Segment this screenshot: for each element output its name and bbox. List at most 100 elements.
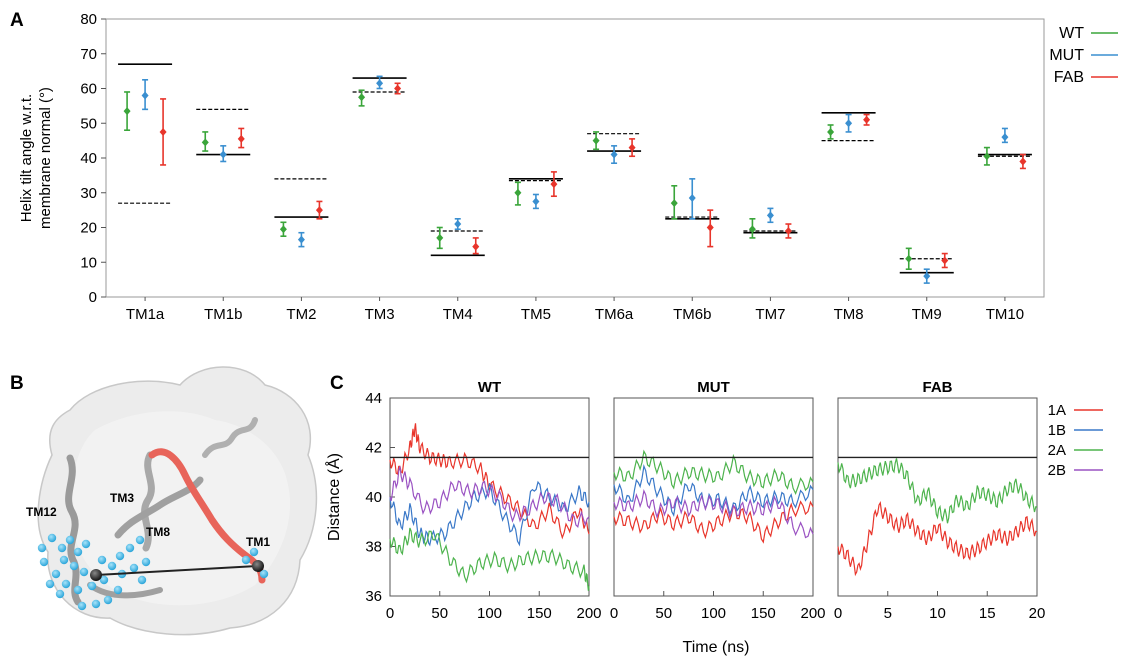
series-line: [389, 423, 590, 540]
data-point: [141, 91, 149, 100]
x-tick-label: 0: [834, 605, 842, 622]
y-tick-label: 36: [365, 588, 382, 605]
residue-bead: [61, 579, 71, 589]
series-line: [613, 500, 814, 544]
y-tick-label: 40: [365, 489, 382, 506]
x-tick-label: TM1a: [126, 306, 165, 323]
data-point: [1001, 133, 1009, 142]
x-tick-label: TM10: [986, 306, 1024, 323]
residue-bead: [135, 535, 145, 545]
x-tick-label: TM8: [834, 306, 864, 323]
panel-label-c: C: [330, 373, 344, 394]
data-point: [394, 84, 402, 93]
data-point: [315, 206, 323, 215]
panel-label-a: A: [10, 10, 24, 31]
y-tick-label: 38: [365, 539, 382, 556]
residue-bead: [129, 563, 139, 573]
x-tick-label: 5: [884, 605, 892, 622]
residue-bead: [55, 589, 65, 599]
x-tick-label: 200: [800, 605, 825, 622]
data-point: [766, 211, 774, 220]
x-tick-label: 150: [527, 605, 552, 622]
residue-bead: [241, 555, 251, 565]
data-point: [237, 134, 245, 143]
residue-bead: [125, 543, 135, 553]
plot-frame: [105, 18, 1045, 298]
legend-label: 1B: [1048, 422, 1066, 439]
surface-outline: [37, 366, 318, 636]
residue-bead: [51, 569, 61, 579]
data-point: [863, 115, 871, 124]
legend-label: FAB: [1054, 69, 1084, 86]
data-point: [784, 226, 792, 235]
data-point: [688, 193, 696, 202]
data-point: [592, 136, 600, 145]
x-tick-label: TM6b: [673, 306, 711, 323]
y-tick-label: 40: [80, 150, 97, 167]
label-tm12: TM12: [26, 505, 57, 519]
data-point: [123, 107, 131, 116]
residue-bead: [91, 599, 101, 609]
residue-bead: [107, 561, 117, 571]
data-point: [454, 220, 462, 229]
x-tick-label: 150: [751, 605, 776, 622]
residue-bead: [115, 551, 125, 561]
data-point: [845, 119, 853, 128]
x-tick-label: TM9: [912, 306, 942, 323]
legend-label: 2B: [1048, 462, 1066, 479]
residue-bead: [57, 543, 67, 553]
y-axis-label-line: Helix tilt angle w.r.t.: [18, 94, 35, 222]
centroid-right: [252, 560, 264, 572]
series-line: [389, 527, 590, 591]
series-line: [613, 488, 814, 539]
line-plot-frame: [837, 397, 1038, 597]
data-point: [358, 93, 366, 102]
series-line: [837, 500, 1038, 577]
x-tick-label: TM4: [443, 306, 473, 323]
residue-bead: [81, 539, 91, 549]
helix-tm3: [141, 451, 155, 552]
residue-bead: [69, 561, 79, 571]
y-tick-label: 44: [365, 390, 382, 407]
data-point: [610, 150, 618, 159]
data-point: [670, 199, 678, 208]
line-plot-title: WT: [478, 379, 501, 396]
data-point: [941, 256, 949, 265]
data-point: [1019, 157, 1027, 166]
x-tick-label: TM5: [521, 306, 551, 323]
data-point: [748, 225, 756, 234]
legend-label: MUT: [1049, 47, 1084, 64]
label-tm8: TM8: [146, 525, 170, 539]
helix-lower: [87, 582, 163, 599]
centroid-left: [90, 569, 102, 581]
data-point: [201, 138, 209, 147]
series-line: [389, 466, 590, 529]
line-plot-title: MUT: [697, 379, 730, 396]
data-point: [436, 233, 444, 242]
y-axis-label: Distance (Å): [324, 453, 343, 541]
y-tick-label: 10: [80, 254, 97, 271]
protein-structure-illustration: TM12 TM3 TM8 TM1: [26, 366, 318, 636]
x-tick-label: 200: [576, 605, 601, 622]
x-tick-label: 0: [386, 605, 394, 622]
data-point: [472, 242, 480, 251]
residue-bead: [87, 581, 97, 591]
data-point: [532, 197, 540, 206]
label-tm3: TM3: [110, 491, 134, 505]
data-point: [827, 127, 835, 136]
y-tick-label: 80: [80, 11, 97, 28]
data-point: [297, 235, 305, 244]
x-axis-label: Time (ns): [683, 639, 750, 656]
residue-bead: [77, 601, 87, 611]
residue-bead: [59, 555, 69, 565]
series-line: [837, 458, 1038, 524]
residue-beads: [37, 533, 269, 611]
data-point: [376, 79, 384, 88]
line-plot-title: FAB: [923, 379, 953, 396]
x-tick-label: TM1b: [204, 306, 242, 323]
residue-bead: [73, 585, 83, 595]
residue-bead: [137, 575, 147, 585]
y-tick-label: 50: [80, 115, 97, 132]
